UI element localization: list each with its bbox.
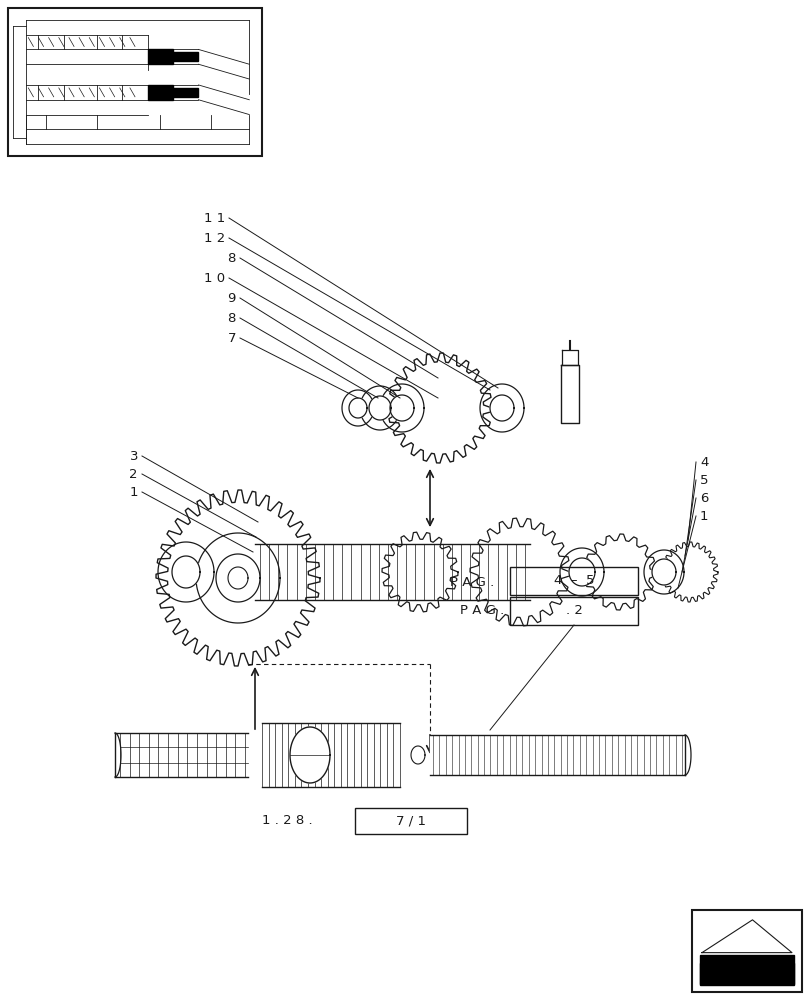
Bar: [691, 910, 801, 992]
Polygon shape: [699, 963, 793, 984]
Polygon shape: [255, 544, 530, 600]
Polygon shape: [341, 390, 374, 426]
Polygon shape: [430, 735, 684, 775]
Polygon shape: [388, 353, 491, 463]
Polygon shape: [290, 727, 329, 783]
Polygon shape: [661, 542, 717, 602]
Polygon shape: [702, 920, 791, 953]
Polygon shape: [172, 556, 200, 588]
Polygon shape: [479, 384, 523, 432]
Polygon shape: [148, 49, 173, 64]
Bar: [509, 597, 637, 625]
Polygon shape: [158, 542, 214, 602]
Polygon shape: [561, 350, 577, 365]
Polygon shape: [216, 554, 260, 602]
Polygon shape: [410, 746, 424, 764]
Text: 4  –  5: 4 – 5: [553, 574, 594, 587]
Polygon shape: [643, 550, 683, 594]
Text: . 2: . 2: [565, 604, 581, 617]
Polygon shape: [195, 533, 280, 623]
Text: 1: 1: [129, 486, 138, 498]
Text: 1 1: 1 1: [204, 212, 225, 225]
Polygon shape: [156, 490, 320, 666]
Polygon shape: [489, 395, 513, 421]
Text: 8: 8: [227, 251, 236, 264]
Bar: [509, 567, 637, 595]
Text: 2: 2: [129, 468, 138, 481]
Text: 6: 6: [699, 491, 707, 504]
Text: 7 / 1: 7 / 1: [396, 814, 426, 828]
Polygon shape: [148, 85, 173, 100]
Text: 3: 3: [129, 450, 138, 462]
Polygon shape: [359, 386, 400, 430]
Text: 8: 8: [227, 312, 236, 324]
Polygon shape: [389, 395, 414, 421]
Bar: [8, 8, 262, 156]
Polygon shape: [381, 532, 457, 612]
Polygon shape: [583, 534, 655, 610]
Polygon shape: [349, 398, 367, 418]
Text: 1: 1: [699, 510, 708, 522]
Polygon shape: [699, 955, 793, 985]
Polygon shape: [115, 733, 247, 777]
Polygon shape: [651, 559, 676, 585]
Polygon shape: [380, 384, 423, 432]
Text: P A G .: P A G .: [460, 603, 504, 616]
Text: 1 2: 1 2: [204, 232, 225, 244]
Bar: [354, 808, 466, 834]
Polygon shape: [173, 52, 198, 61]
Text: 7: 7: [227, 332, 236, 344]
Text: P A G .: P A G .: [449, 576, 494, 588]
Text: 5: 5: [699, 474, 708, 487]
Polygon shape: [470, 518, 569, 626]
Text: 4: 4: [699, 456, 707, 468]
Polygon shape: [569, 558, 594, 586]
Polygon shape: [262, 723, 400, 787]
Polygon shape: [560, 365, 578, 423]
Text: 1 0: 1 0: [204, 271, 225, 284]
Polygon shape: [560, 548, 603, 596]
Text: 1 . 2 8 .: 1 . 2 8 .: [262, 814, 312, 826]
Polygon shape: [173, 88, 198, 97]
Polygon shape: [368, 396, 391, 420]
Text: 9: 9: [227, 292, 236, 304]
